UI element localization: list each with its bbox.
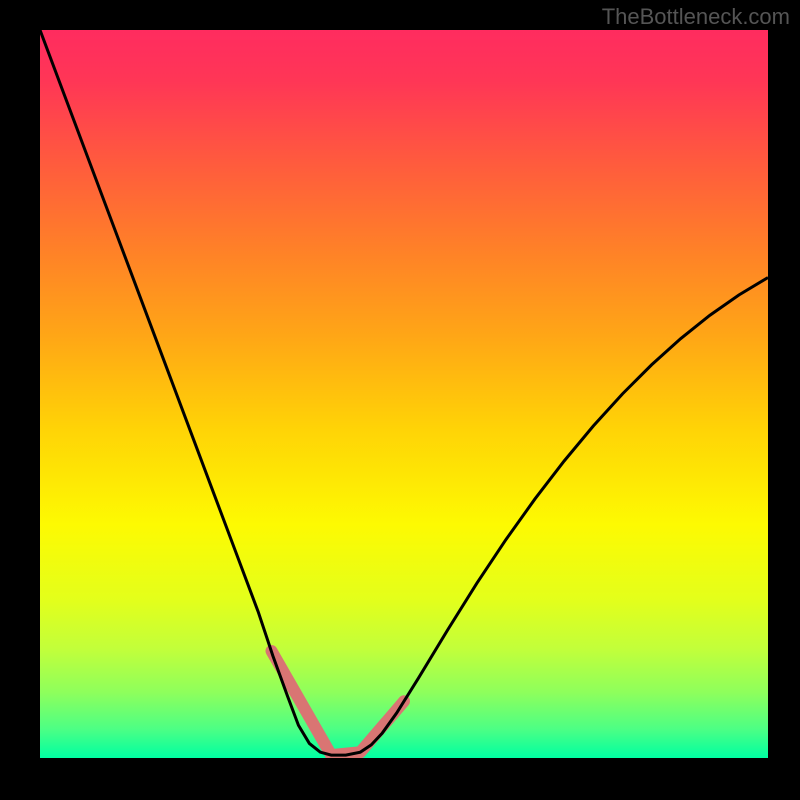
watermark-text: TheBottleneck.com <box>602 4 790 30</box>
marker-segment <box>360 701 404 752</box>
curve-layer <box>40 30 768 758</box>
bottleneck-curve <box>40 30 768 755</box>
marker-segment <box>272 651 332 755</box>
plot-area <box>40 30 768 758</box>
